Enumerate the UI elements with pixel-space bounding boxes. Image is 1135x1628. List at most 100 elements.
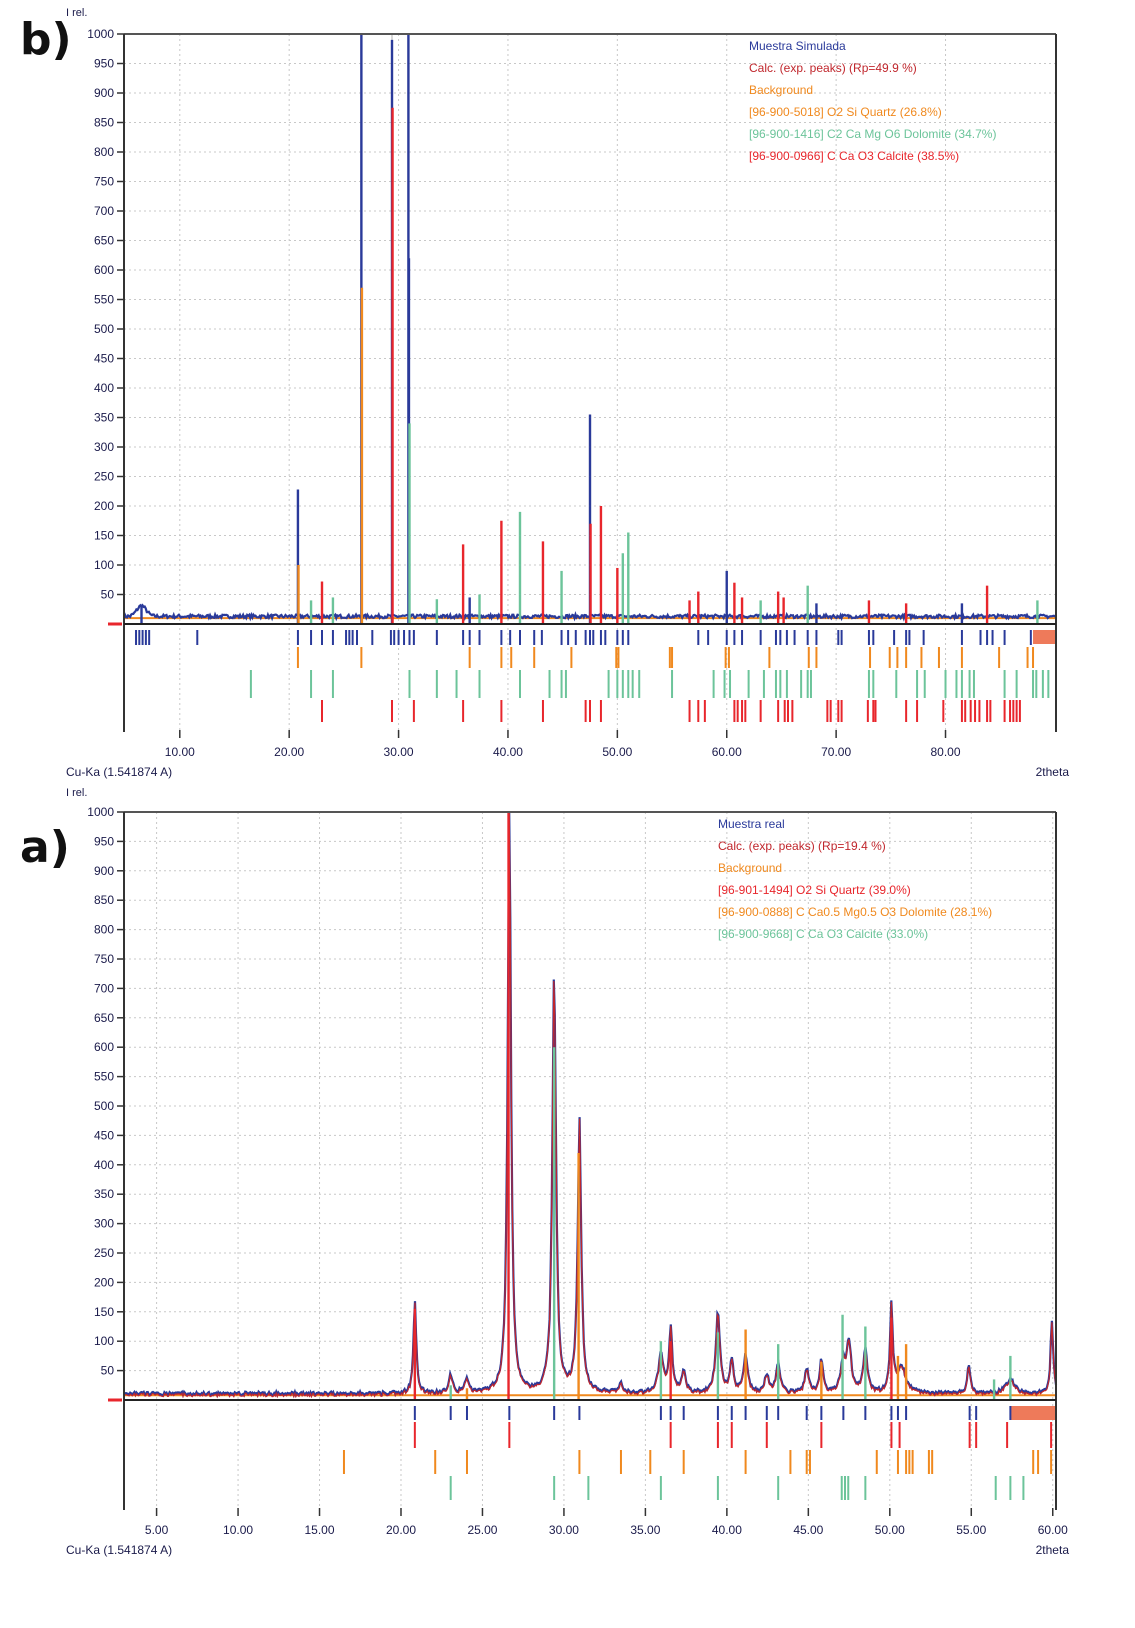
y-tick-label: 300 [94,1217,114,1231]
x-tick-label: 60.00 [712,745,742,759]
x-axis-label: 2theta [1036,765,1070,779]
y-tick-label: 400 [94,381,114,395]
excluded-region [1033,630,1056,644]
x-tick-label: 50.00 [875,1523,905,1537]
x-tick-label: 45.00 [793,1523,823,1537]
x-tick-label: 20.00 [274,745,304,759]
y-tick-label: 650 [94,1011,114,1025]
y-tick-label: 800 [94,923,114,937]
x-tick-label: 30.00 [384,745,414,759]
legend-item: [96-900-1416] C2 Ca Mg O6 Dolomite (34.7… [749,127,996,141]
x-tick-label: 40.00 [712,1523,742,1537]
wavelength-label: Cu-Ka (1.541874 A) [66,765,172,779]
legend-item: Calc. (exp. peaks) (Rp=49.9 %) [749,61,917,75]
x-tick-label: 55.00 [956,1523,986,1537]
reflection-row-green_phase [249,670,1050,698]
calc-profile [123,813,1057,1399]
reflection-row-orange_phase [296,647,1035,668]
y-tick-label: 600 [94,263,114,277]
x-tick-label: 15.00 [305,1523,335,1537]
panel-label-a: a) [20,822,70,873]
sample-profile [123,811,1058,1399]
y-tick-label: 100 [94,558,114,572]
x-tick-label: 25.00 [467,1523,497,1537]
y-axis-label: I rel. [66,7,87,19]
y-tick-label: 600 [94,1040,114,1054]
chart-b: 50 100 150 200 250 300 350 400 450 500 550 600 650 70… [66,7,1069,779]
y-tick-label: 250 [94,470,114,484]
y-tick-label: 700 [94,981,114,995]
y-tick-label: 550 [94,293,114,307]
legend-item: Muestra real [718,817,785,831]
legend-item: [96-900-0966] C Ca O3 Calcite (38.5%) [749,149,959,163]
legend: Muestra real Calc. (exp. peaks) (Rp=19.4 … [718,817,992,941]
legend: Muestra Simulada Calc. (exp. peaks) (Rp=4… [749,39,996,163]
reflection-row-orange_phase [342,1450,1053,1474]
x-tick-label: 10.00 [223,1523,253,1537]
y-tick-label: 400 [94,1158,114,1172]
legend-item: [96-900-5018] O2 Si Quartz (26.8%) [749,105,942,119]
y-tick-label: 850 [94,116,114,130]
x-tick-label: 70.00 [821,745,851,759]
legend-item: [96-900-0888] C Ca0.5 Mg0.5 O3 Dolomite … [718,905,992,919]
y-tick-label: 500 [94,322,114,336]
wavelength-label: Cu-Ka (1.541874 A) [66,1543,172,1557]
y-tick-label: 100 [94,1334,114,1348]
y-tick-label: 50 [101,588,115,602]
excluded-region [1010,1406,1056,1420]
y-tick-label: 650 [94,234,114,248]
panel-label-b: b) [20,14,72,65]
reflection-row-red_phase [413,1422,1053,1448]
x-tick-label: 40.00 [493,745,523,759]
y-tick-label: 1000 [87,27,114,41]
legend-item: Background [749,83,813,97]
legend-item: [96-901-1494] O2 Si Quartz (39.0%) [718,883,911,897]
x-tick-label: 5.00 [145,1523,169,1537]
peak-sticks [413,812,1012,1400]
y-tick-label: 450 [94,352,114,366]
x-tick-label: 80.00 [931,745,961,759]
y-tick-label: 300 [94,440,114,454]
y-tick-label: 900 [94,864,114,878]
legend-item: Background [718,861,782,875]
legend-item: Muestra Simulada [749,39,846,53]
gridlines [124,811,1056,1508]
x-axis-label: 2theta [1036,1543,1070,1557]
y-tick-label: 350 [94,411,114,425]
chart-a: 50 100 150 200 250 300 350 400 450 500 550 600 650 70… [66,787,1069,1557]
legend-item: [96-900-9668] C Ca O3 Calcite (33.0%) [718,927,928,941]
x-tick-label: 35.00 [630,1523,660,1537]
x-tick-label: 10.00 [165,745,195,759]
y-tick-label: 550 [94,1070,114,1084]
y-tick-label: 250 [94,1246,114,1260]
reflection-row-green_phase [449,1476,1025,1500]
y-tick-label: 950 [94,834,114,848]
x-tick-label: 30.00 [549,1523,579,1537]
x-tick-label: 50.00 [602,745,632,759]
y-tick-label: 750 [94,952,114,966]
reflection-row-sample [413,1406,1012,1420]
y-tick-label: 150 [94,529,114,543]
reflection-row-red_phase [320,700,1021,722]
y-tick-label: 1000 [87,805,114,819]
y-tick-label: 200 [94,1275,114,1289]
y-tick-label: 700 [94,204,114,218]
y-axis-label: I rel. [66,787,87,799]
y-tick-label: 450 [94,1128,114,1142]
y-tick-label: 50 [101,1364,115,1378]
y-tick-label: 150 [94,1305,114,1319]
y-tick-label: 800 [94,145,114,159]
x-tick-label: 60.00 [1038,1523,1068,1537]
reflection-row-sample [135,630,1032,645]
y-tick-label: 500 [94,1099,114,1113]
peak-sticks [140,34,1039,624]
y-tick-label: 200 [94,499,114,513]
y-tick-label: 950 [94,57,114,71]
y-tick-label: 850 [94,893,114,907]
legend-item: Calc. (exp. peaks) (Rp=19.4 %) [718,839,886,853]
y-tick-label: 750 [94,175,114,189]
y-tick-label: 350 [94,1187,114,1201]
x-tick-label: 20.00 [386,1523,416,1537]
y-tick-label: 900 [94,86,114,100]
